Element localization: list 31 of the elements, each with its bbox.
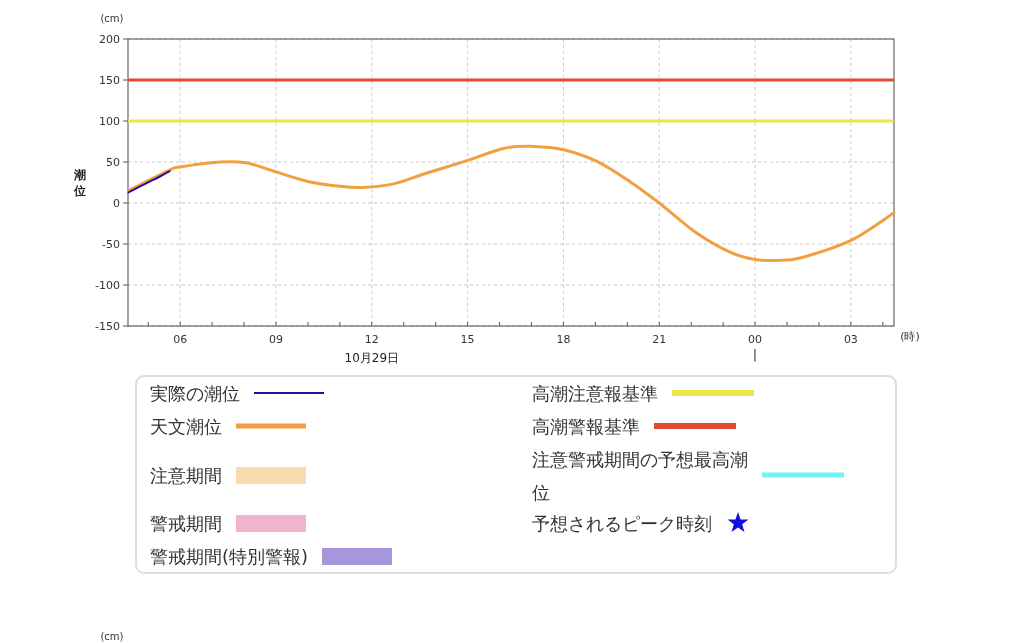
y-tick-label: -100 — [95, 279, 120, 292]
legend-label: 高潮注意報基準 — [532, 383, 658, 404]
y-tick-label: 0 — [113, 197, 120, 210]
y-tick-label: 150 — [99, 74, 120, 87]
y-tick-label: -50 — [102, 238, 120, 251]
y-tick-label: 100 — [99, 115, 120, 128]
legend-label: 天文潮位 — [150, 416, 222, 437]
y-tick-label: -150 — [95, 320, 120, 333]
legend-label: 実際の潮位 — [150, 383, 240, 404]
x-tick-label: 12 — [364, 333, 379, 346]
y-tick-label: 50 — [106, 156, 120, 169]
legend-label: 警戒期間(特別警報) — [150, 546, 309, 567]
x-tick-label: 09 — [268, 333, 283, 346]
x-tick-label: 00 — [748, 333, 763, 346]
text: (cm) — [100, 631, 124, 642]
legend-label: 注意警戒期間の予想最高潮位 — [532, 449, 748, 503]
x-tick-label: 18 — [556, 333, 571, 346]
x-tick-label: 03 — [843, 333, 858, 346]
x-tick-label: 15 — [460, 333, 475, 346]
y-axis-title: 潮位 — [73, 168, 86, 198]
text: (時) — [900, 330, 920, 343]
legend-label: 注意期間 — [150, 465, 222, 486]
x-tick-label: 06 — [173, 333, 188, 346]
x-tick-label: 21 — [652, 333, 667, 346]
text: (cm) — [100, 13, 124, 24]
legend-label: 警戒期間 — [150, 513, 222, 534]
legend-label: 予想されるピーク時刻 — [532, 513, 712, 534]
y-tick-label: 200 — [99, 33, 120, 46]
legend-label: 高潮警報基準 — [532, 416, 640, 437]
text: 10月29日 — [344, 351, 400, 365]
text: | — [752, 347, 758, 362]
